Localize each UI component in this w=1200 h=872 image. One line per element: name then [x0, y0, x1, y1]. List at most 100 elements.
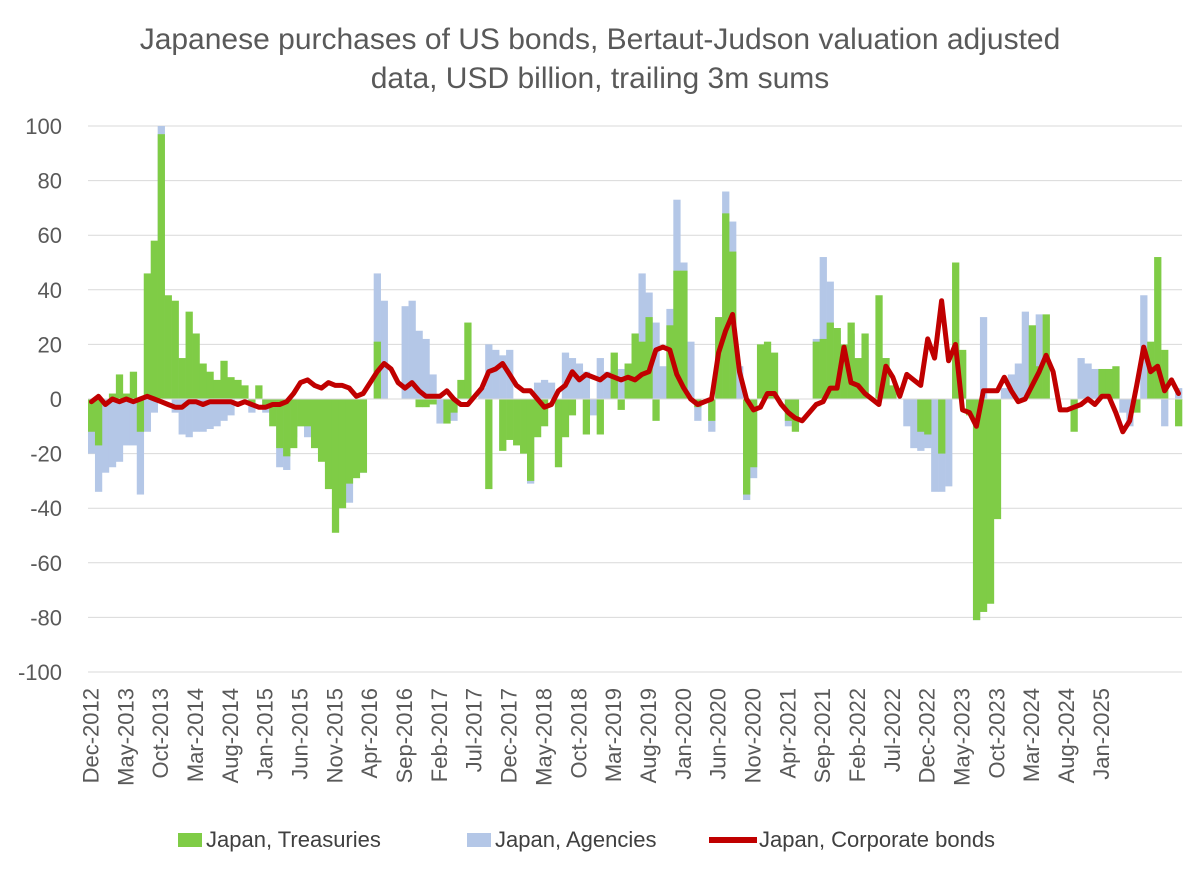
treasuries-bar: [1133, 399, 1141, 413]
x-tick-label: Dec-2022: [915, 688, 940, 783]
agencies-bar: [540, 379, 549, 399]
treasuries-bar: [952, 262, 960, 399]
x-tick-label: Jan-2025: [1089, 688, 1114, 780]
x-tick-label: Dec-2012: [78, 688, 103, 783]
legend-item-corporate-bonds: Japan, Corporate bonds: [709, 823, 995, 857]
chart-title-line-1: Japanese purchases of US bonds, Bertaut-…: [139, 23, 1061, 56]
treasuries-bar: [520, 399, 528, 454]
agencies-bar: [150, 399, 158, 413]
treasuries-bar: [1105, 368, 1113, 399]
treasuries-bar: [297, 399, 305, 427]
treasuries-bar: [345, 399, 354, 484]
y-tick-label: 60: [38, 223, 62, 248]
y-tick-label: -100: [18, 660, 62, 685]
treasuries-bar: [708, 399, 716, 421]
agencies-bar: [192, 399, 200, 432]
x-tick-label: May-2023: [950, 688, 975, 786]
treasuries-bar: [722, 213, 730, 399]
legend: Japan, Treasuries Japan, Agencies Japan,…: [0, 823, 1200, 857]
treasuries-bar: [770, 352, 779, 399]
treasuries-bar: [513, 399, 521, 446]
x-tick-label: Nov-2020: [740, 688, 765, 783]
agencies-bar: [143, 399, 152, 432]
agencies-bar: [213, 399, 221, 427]
treasuries-bar: [464, 322, 472, 399]
treasuries-bar: [596, 399, 604, 435]
treasuries-bar: [826, 322, 834, 399]
agencies-bar: [903, 399, 911, 427]
agencies-bar: [561, 352, 570, 399]
treasuries-bar: [819, 338, 827, 399]
treasuries-bar: [422, 399, 430, 408]
legend-label-treasuries: Japan, Treasuries: [206, 827, 381, 852]
treasuries-bar: [178, 358, 186, 399]
x-tick-label: Jul-2017: [462, 688, 487, 772]
agencies-bar: [401, 306, 409, 399]
treasuries-bar: [965, 399, 974, 416]
treasuries-bar: [324, 399, 333, 490]
agencies-bar: [436, 399, 444, 424]
treasuries-bar: [485, 399, 493, 490]
treasuries-bar: [136, 399, 145, 432]
treasuries-bar: [1098, 368, 1106, 399]
x-tick-label: Mar-2024: [1019, 688, 1044, 782]
treasuries-bar: [359, 399, 368, 473]
agencies-bar: [547, 382, 556, 399]
y-tick-label: -80: [30, 605, 62, 630]
legend-line-corporate-bonds: [709, 837, 757, 843]
x-tick-label: Feb-2017: [427, 688, 452, 782]
treasuries-bar: [959, 349, 967, 399]
treasuries-bar: [763, 341, 772, 399]
x-tick-label: Jul-2022: [880, 688, 905, 772]
treasuries-bar: [338, 399, 347, 509]
x-tick-label: Sep-2021: [810, 688, 835, 783]
treasuries-bar: [756, 344, 765, 399]
treasuries-bar: [624, 363, 632, 399]
treasuries-bar: [255, 385, 263, 399]
x-tick-label: Sep-2016: [392, 688, 417, 783]
treasuries-bar: [115, 374, 124, 399]
agencies-bar: [136, 399, 145, 495]
treasuries-bar: [88, 399, 96, 432]
agencies-bar: [199, 399, 207, 432]
treasuries-bar: [248, 399, 256, 405]
agencies-bar: [603, 371, 611, 399]
treasuries-bar: [192, 333, 200, 399]
treasuries-bar: [283, 399, 291, 457]
treasuries-bar: [185, 311, 193, 399]
legend-label-agencies: Japan, Agencies: [495, 827, 657, 852]
treasuries-bar: [680, 270, 688, 399]
treasuries-bar: [993, 399, 1002, 520]
x-tick-label: Feb-2022: [845, 688, 870, 782]
treasuries-bar: [310, 399, 319, 449]
agencies-bar: [1021, 311, 1030, 399]
agencies-bar: [380, 300, 388, 399]
treasuries-bar: [743, 399, 751, 495]
treasuries-bar: [1112, 366, 1120, 399]
treasuries-bar: [213, 379, 221, 399]
x-tick-label: Aug-2019: [636, 688, 661, 783]
agencies-bar: [1119, 399, 1127, 413]
agencies-bar: [220, 399, 228, 421]
x-tick-label: May-2018: [531, 688, 556, 786]
treasuries-bar: [352, 399, 361, 479]
agencies-bar: [945, 399, 953, 487]
x-tick-label: Apr-2021: [775, 688, 800, 779]
treasuries-bar: [171, 300, 179, 399]
y-tick-label: 100: [25, 114, 62, 139]
y-tick-label: 40: [38, 278, 62, 303]
treasuries-bar: [1028, 325, 1036, 399]
treasuries-bar: [917, 399, 925, 432]
treasuries-bar: [290, 399, 298, 449]
agencies-bar: [910, 399, 918, 449]
agencies-bar: [568, 358, 577, 399]
treasuries-bar: [749, 399, 758, 468]
x-tick-label: Apr-2016: [357, 688, 382, 779]
agencies-bar: [115, 399, 124, 462]
treasuries-bar: [1161, 349, 1169, 399]
agencies-bar: [178, 399, 186, 435]
treasuries-bar: [673, 270, 681, 399]
chart-title-line-2: data, USD billion, trailing 3m sums: [370, 62, 830, 95]
treasuries-bar: [1035, 366, 1043, 399]
